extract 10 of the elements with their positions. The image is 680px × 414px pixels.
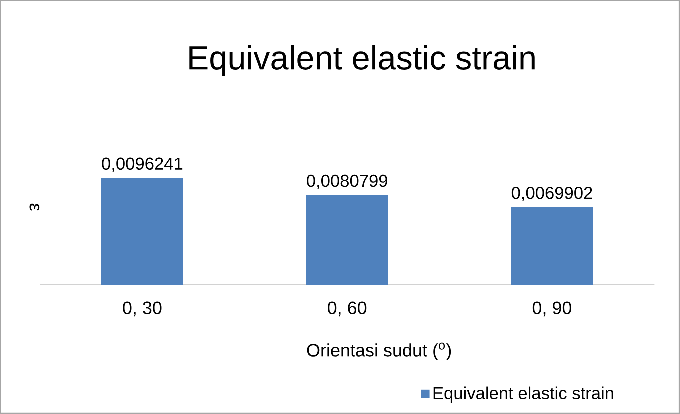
data-label: 0,0096241 [102, 158, 183, 172]
x-axis-title: Orientasi sudut ($^{o}$) [307, 342, 452, 360]
x-tick-label: 0, 60 [328, 302, 367, 317]
data-label: 0,0069902 [512, 187, 592, 202]
chart-title: Equivalent elastic strain [190, 45, 535, 77]
y-axis-title: ε [30, 204, 40, 211]
x-tick-label: 0, 90 [532, 302, 572, 317]
legend-label: Equivalent elastic strain [434, 386, 614, 403]
data-label: 0,0080799 [307, 174, 388, 190]
x-tick-label: 0, 30 [123, 302, 162, 317]
